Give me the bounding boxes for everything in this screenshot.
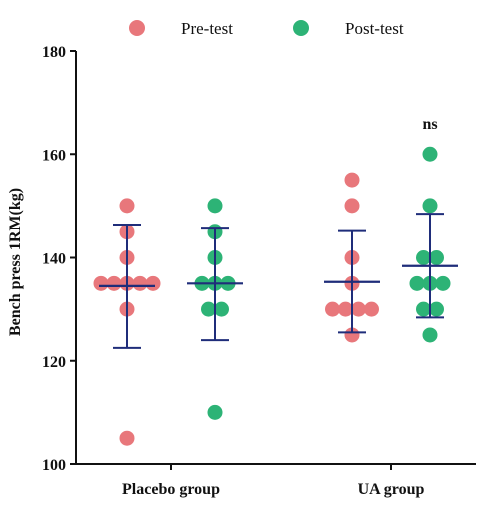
data-point [409,275,425,291]
data-point [344,172,360,188]
x-axis-categories: Placebo group UA group [122,464,425,498]
data-point [325,301,340,317]
data-point [435,275,451,291]
x-category-label: Placebo group [122,481,220,498]
data-point [416,301,431,317]
data-point [132,275,148,291]
data-point [145,275,161,291]
data-point [207,404,223,420]
data-point [429,250,444,265]
data-point [364,301,379,317]
y-tick-label: 120 [42,354,66,371]
y-axis-label: Bench press 1RM(kg) [7,188,24,336]
data-point [422,198,438,214]
legend-pre-test-marker [129,20,145,36]
data-point [119,198,135,214]
data-marks: ns [93,116,458,446]
data-point [119,430,135,446]
legend: Pre-test Post-test [129,19,404,38]
legend-pre-test-label: Pre-test [181,19,233,38]
data-point [201,301,216,317]
data-point [422,327,438,343]
data-point [344,327,360,343]
y-tick-label: 100 [42,457,66,474]
legend-post-test-marker [293,20,309,36]
data-point [422,146,438,162]
significance-annotation: ns [422,116,437,133]
x-category-label: UA group [358,481,425,498]
data-point [214,301,229,317]
y-axis-ticks: 100 120 140 160 180 [42,44,76,474]
y-tick-label: 160 [42,147,66,164]
data-point [207,198,223,214]
legend-post-test-label: Post-test [345,19,404,38]
y-tick-label: 140 [42,251,66,268]
data-point [93,275,109,291]
data-point [429,301,444,317]
y-tick-label: 180 [42,44,66,61]
data-point [338,301,353,317]
data-point [351,301,366,317]
axes [75,51,476,465]
data-point [344,198,360,214]
data-point [106,275,122,291]
data-point [416,250,431,265]
